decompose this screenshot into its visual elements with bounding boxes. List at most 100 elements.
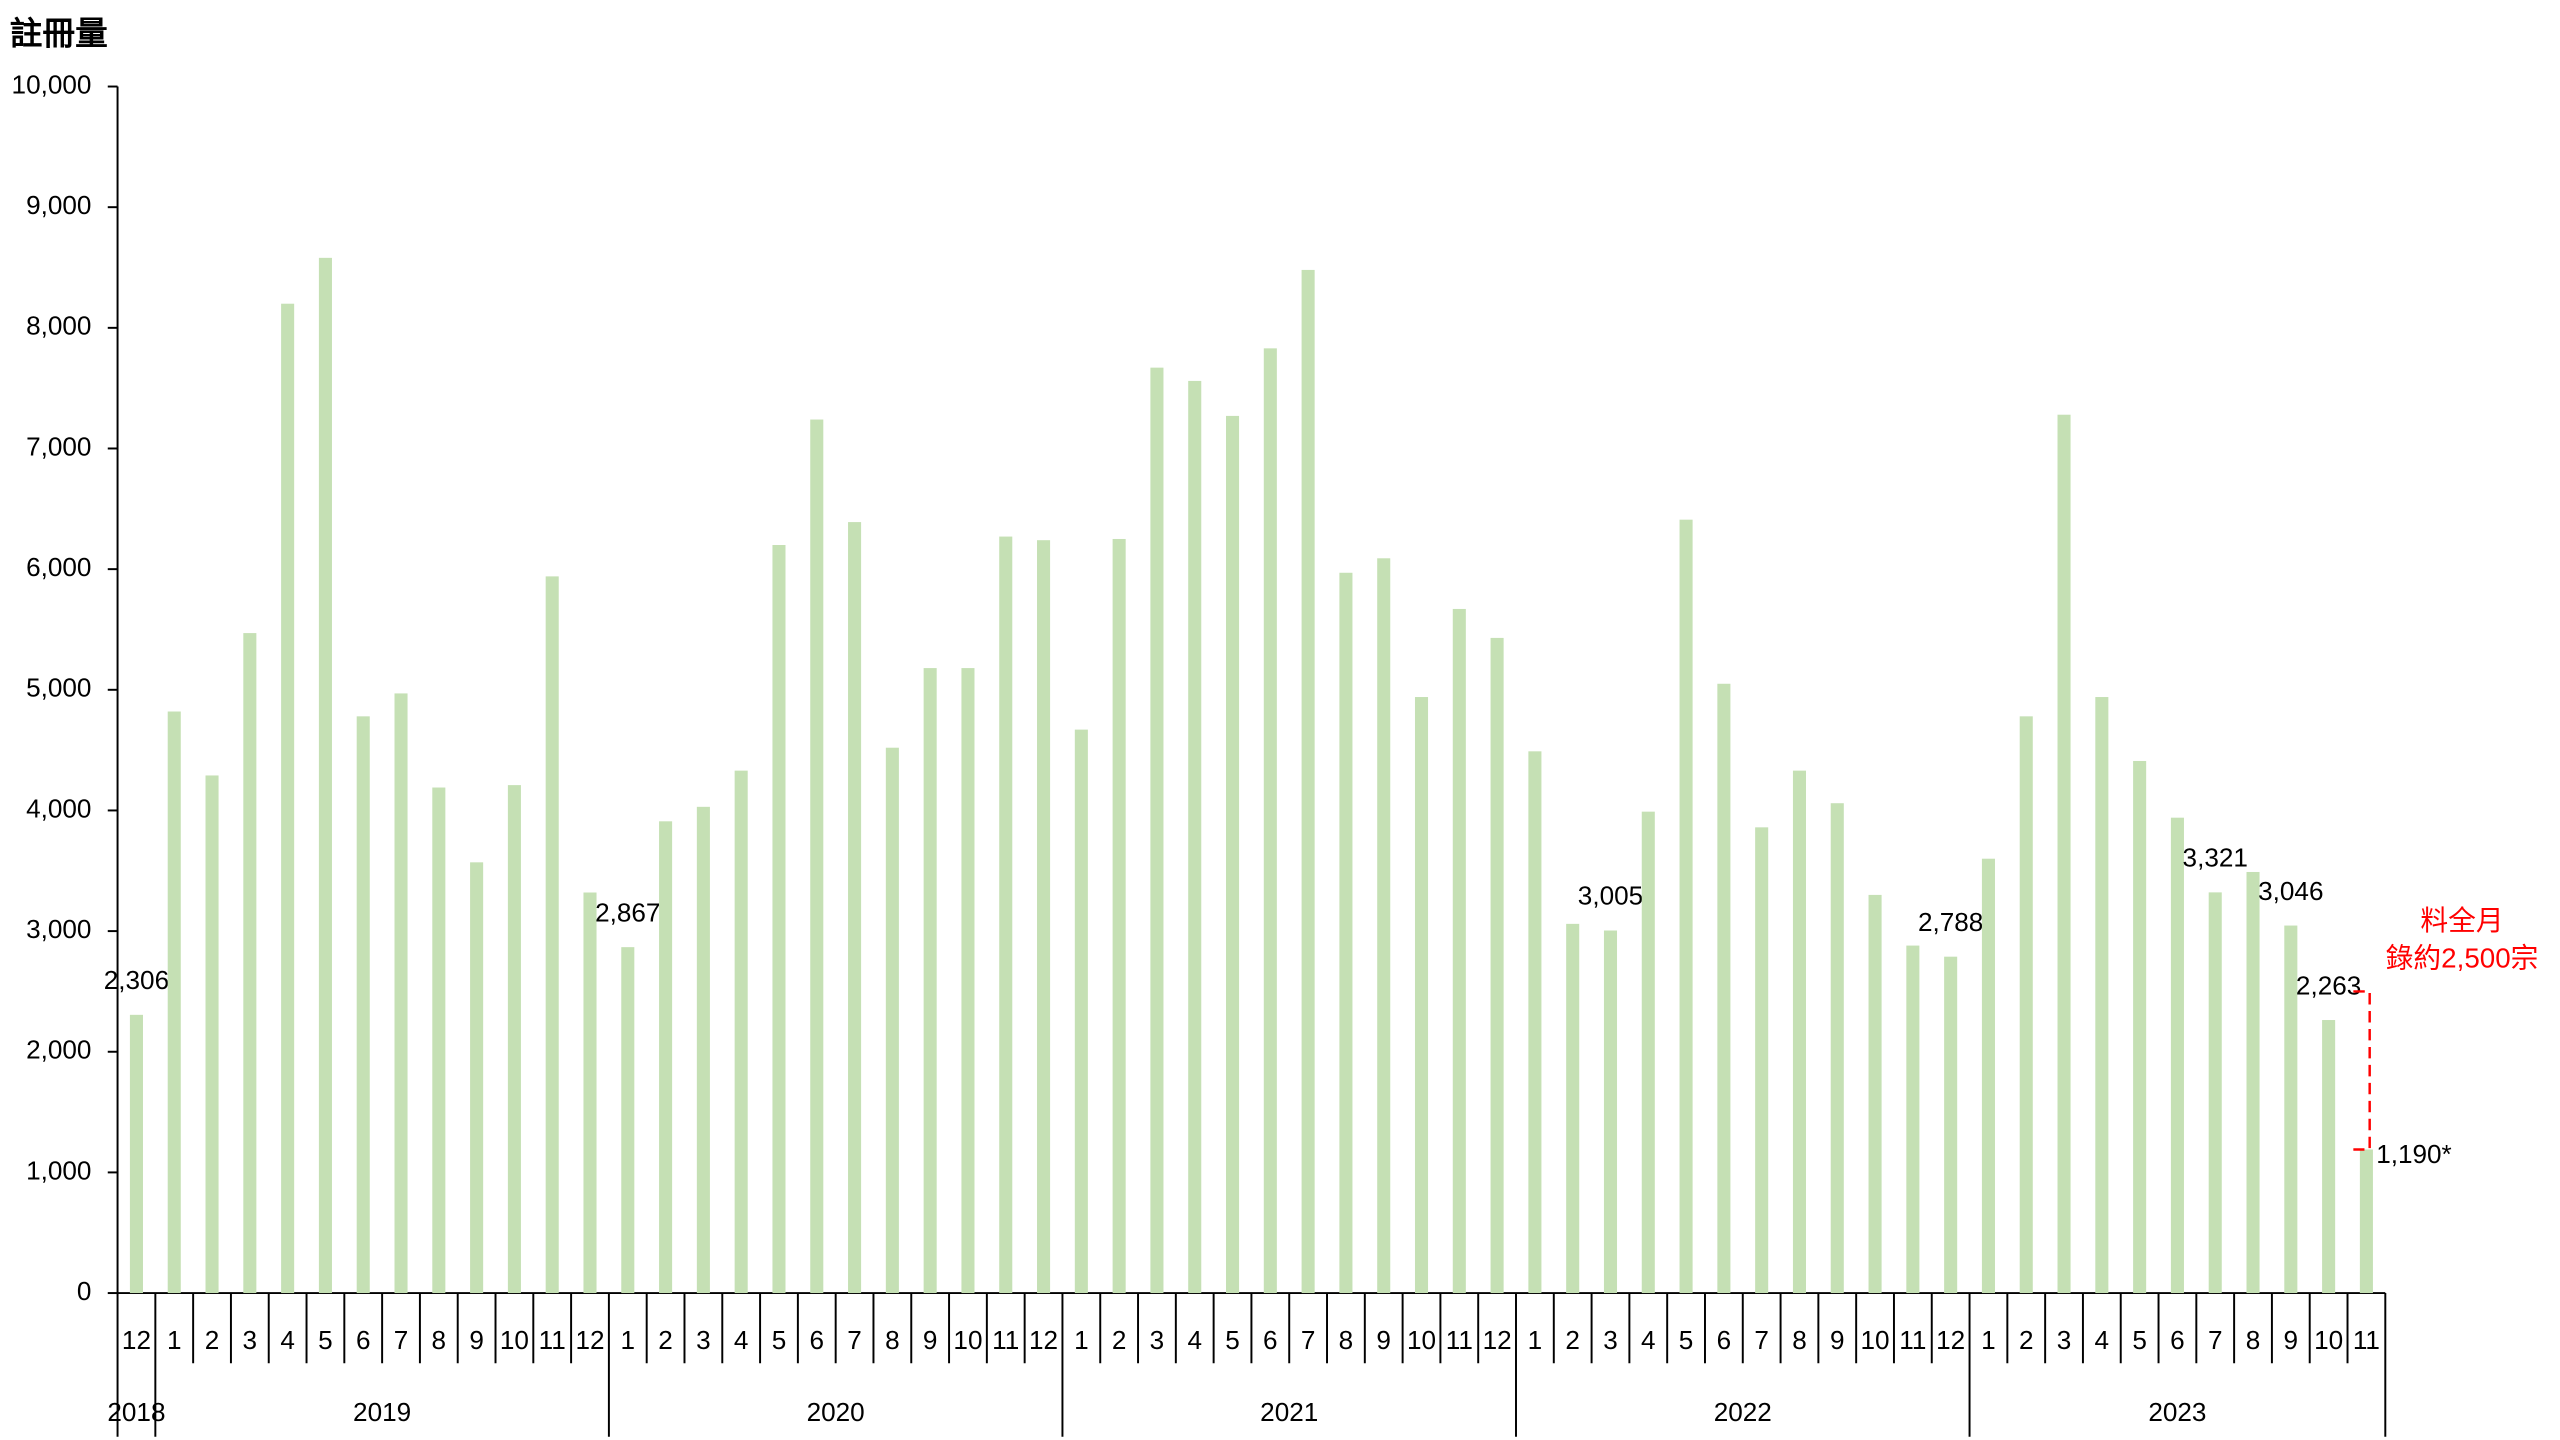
bar	[621, 947, 635, 1294]
value-label: 3,321	[2183, 843, 2248, 873]
y-tick-label: 8,000	[26, 311, 91, 341]
bar	[1906, 945, 1920, 1294]
y-tick-label: 2,000	[26, 1035, 91, 1065]
value-label: 2,867	[595, 897, 660, 927]
x-tick-label: 5	[1225, 1325, 1240, 1355]
bar	[1679, 519, 1693, 1294]
x-tick-label: 12	[1483, 1325, 1512, 1355]
bar	[2095, 697, 2109, 1294]
value-label: 2,306	[104, 965, 169, 995]
bar	[1868, 894, 1882, 1294]
y-tick-label: 10,000	[12, 69, 92, 99]
annotation-text: 料全月	[2420, 905, 2503, 936]
x-tick-label: 11	[1899, 1325, 1926, 1355]
bar	[1339, 572, 1353, 1294]
x-tick-label: 7	[394, 1325, 409, 1355]
x-tick-label: 8	[1339, 1325, 1354, 1355]
bar	[2322, 1020, 2336, 1294]
x-tick-label: 2	[2019, 1325, 2034, 1355]
x-tick-label: 12	[575, 1325, 604, 1355]
bar	[848, 522, 862, 1294]
y-tick-label: 9,000	[26, 190, 91, 220]
x-tick-label: 9	[2284, 1325, 2299, 1355]
value-label: 2,788	[1918, 907, 1983, 937]
bar	[1792, 770, 1807, 1294]
x-tick-label: 10	[500, 1325, 529, 1355]
y-tick-label: 3,000	[26, 914, 91, 944]
x-tick-label: 6	[1263, 1325, 1278, 1355]
bar	[167, 711, 181, 1294]
bar	[281, 303, 295, 1294]
bar	[1263, 348, 1277, 1294]
x-tick-label: 1	[621, 1325, 636, 1355]
x-tick-label: 7	[1754, 1325, 1769, 1355]
x-tick-label: 11	[1446, 1325, 1473, 1355]
bar	[2208, 892, 2222, 1294]
bar	[507, 785, 521, 1294]
bar	[1641, 811, 1655, 1294]
x-tick-label: 8	[2246, 1325, 2261, 1355]
x-tick-label: 10	[1861, 1325, 1890, 1355]
x-tick-label: 9	[923, 1325, 938, 1355]
bar	[2246, 871, 2260, 1294]
x-tick-label: 3	[1150, 1325, 1165, 1355]
value-label: 3,005	[1578, 881, 1643, 911]
y-tick-label: 7,000	[26, 431, 91, 461]
x-tick-label: 12	[122, 1325, 151, 1355]
x-tick-label: 2	[205, 1325, 220, 1355]
bar	[243, 633, 257, 1294]
x-tick-label: 1	[1981, 1325, 1996, 1355]
x-tick-label: 6	[356, 1325, 371, 1355]
x-tick-label: 10	[953, 1325, 982, 1355]
bar	[432, 787, 446, 1294]
bar	[1830, 803, 1844, 1294]
bar	[545, 576, 559, 1294]
x-tick-label: 4	[1641, 1325, 1656, 1355]
bar	[961, 668, 975, 1294]
year-label: 2020	[807, 1397, 865, 1427]
annotation-bracket	[2353, 990, 2371, 1151]
bar	[1112, 538, 1126, 1294]
bar	[1717, 683, 1731, 1294]
x-tick-label: 4	[2095, 1325, 2110, 1355]
x-tick-label: 9	[1830, 1325, 1845, 1355]
y-tick-label: 5,000	[26, 673, 91, 703]
x-tick-label: 4	[1187, 1325, 1202, 1355]
x-tick-label: 11	[539, 1325, 566, 1355]
x-tick-label: 3	[243, 1325, 258, 1355]
x-tick-label: 5	[2132, 1325, 2147, 1355]
x-tick-label: 1	[167, 1325, 182, 1355]
bar	[1414, 697, 1429, 1294]
x-tick-label: 9	[469, 1325, 484, 1355]
x-tick-label: 11	[2353, 1325, 2380, 1355]
bar	[772, 545, 786, 1294]
bar	[2284, 925, 2298, 1294]
bar	[885, 747, 899, 1294]
x-tick-label: 4	[280, 1325, 295, 1355]
bar	[1944, 956, 1958, 1294]
bar	[999, 536, 1013, 1294]
x-tick-label: 2	[658, 1325, 673, 1355]
y-tick-label: 6,000	[26, 552, 91, 582]
bar	[356, 716, 370, 1294]
value-label: 3,046	[2258, 876, 2323, 906]
x-tick-label: 1	[1074, 1325, 1089, 1355]
bar	[1603, 930, 1618, 1294]
bar	[1074, 729, 1088, 1294]
bar	[1755, 827, 1769, 1294]
bar	[394, 693, 408, 1294]
bar	[205, 775, 219, 1294]
x-tick-label: 5	[772, 1325, 787, 1355]
x-tick-label: 7	[1301, 1325, 1316, 1355]
x-tick-label: 3	[2057, 1325, 2072, 1355]
x-tick-label: 7	[2208, 1325, 2223, 1355]
x-tick-label: 2	[1112, 1325, 1127, 1355]
bar	[2019, 716, 2033, 1294]
year-label: 2018	[107, 1397, 165, 1427]
bar	[2057, 414, 2071, 1294]
bar	[1981, 858, 1995, 1294]
bar	[318, 257, 332, 1294]
bar	[1301, 269, 1315, 1294]
x-tick-label: 7	[847, 1325, 862, 1355]
